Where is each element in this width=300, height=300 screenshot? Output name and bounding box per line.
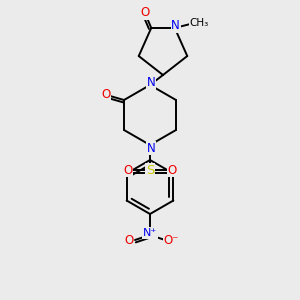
- Text: S: S: [146, 164, 154, 176]
- Text: CH₃: CH₃: [189, 18, 208, 28]
- Text: O: O: [167, 164, 177, 176]
- Text: N: N: [147, 76, 155, 89]
- Text: O: O: [123, 164, 133, 176]
- Text: N⁺: N⁺: [143, 228, 157, 238]
- Text: O: O: [124, 233, 134, 247]
- Text: N: N: [147, 142, 155, 154]
- Text: O⁻: O⁻: [163, 233, 179, 247]
- Text: N: N: [171, 20, 180, 32]
- Text: O: O: [141, 6, 150, 20]
- Text: O: O: [101, 88, 111, 101]
